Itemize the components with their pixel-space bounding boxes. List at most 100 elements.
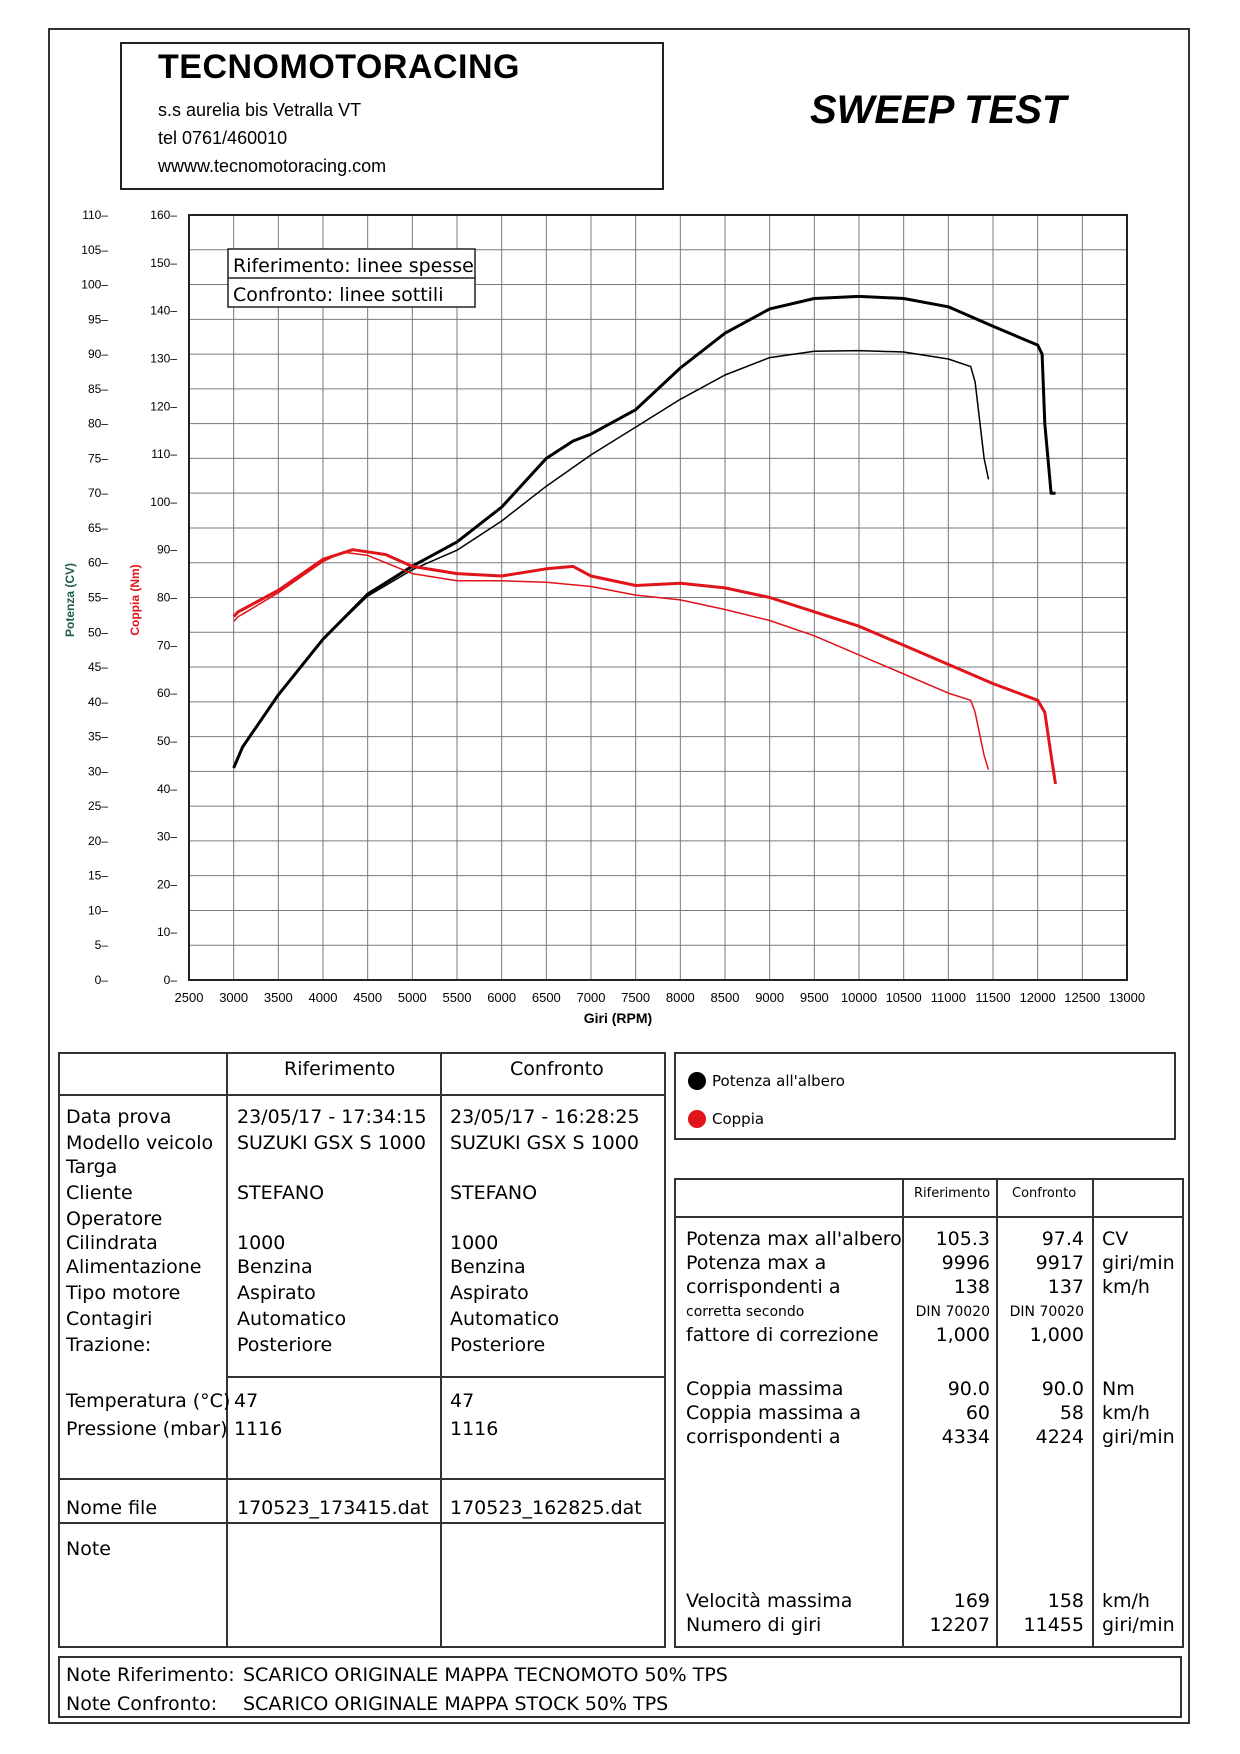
- power-tick-label: 40–: [88, 695, 108, 709]
- result-cmp: 9917: [1035, 1252, 1084, 1274]
- info-row-label: Cilindrata: [66, 1232, 158, 1254]
- info-col-cmp: Confronto: [510, 1058, 604, 1080]
- info-table: [58, 1052, 666, 1648]
- x-tick-label: 9500: [800, 990, 829, 1005]
- power-tick-label: 55–: [88, 591, 108, 605]
- correction-cmp: DIN 70020: [1009, 1304, 1084, 1320]
- info-row-cmp: 23/05/17 - 16:28:25: [450, 1106, 640, 1128]
- chart-ticks: 2500 3000 3500 4000 4500 5000 5500 6000 6500 7000…: [81, 208, 1145, 1005]
- result-label: Potenza max all'albero: [686, 1228, 902, 1250]
- x-tick-label: 3500: [264, 990, 293, 1005]
- result-label: Potenza max a: [686, 1252, 827, 1274]
- torque-axis-label: Coppia (Nm): [128, 564, 142, 635]
- result-unit: km/h: [1102, 1276, 1150, 1298]
- torque-legend-label: Coppia: [712, 1110, 765, 1128]
- x-tick-label: 4500: [353, 990, 382, 1005]
- info-row-label: Data prova: [66, 1106, 172, 1128]
- info-row-ref: 23/05/17 - 17:34:15: [237, 1106, 427, 1128]
- result-unit: CV: [1102, 1228, 1129, 1250]
- results-table: [674, 1178, 1184, 1648]
- power-tick-label: 50–: [88, 625, 108, 639]
- factor-cmp: 1,000: [1029, 1324, 1084, 1346]
- power-axis-label: Potenza (CV): [63, 563, 77, 637]
- torque-legend-marker: [688, 1110, 706, 1128]
- x-tick-label: 10500: [886, 990, 922, 1005]
- x-tick-label: 11500: [975, 990, 1010, 1005]
- torque-line-ref: [232, 548, 1057, 785]
- torque-tick-label: 20–: [157, 877, 177, 891]
- info-row-ref: STEFANO: [237, 1182, 325, 1204]
- result-ref: 9996: [941, 1252, 990, 1274]
- torque-tick-label: 60–: [157, 686, 177, 700]
- env-row-cmp: 1116: [450, 1418, 499, 1440]
- info-row-label: Alimentazione: [66, 1256, 202, 1278]
- torque-tick-label: 160–: [150, 208, 177, 222]
- x-tick-label: 8000: [666, 990, 695, 1005]
- company-website: wwww.tecnomotoracing.com: [158, 156, 387, 176]
- correction-ref: DIN 70020: [915, 1304, 990, 1320]
- info-row-cmp: Posteriore: [450, 1334, 546, 1356]
- power-tick-label: 75–: [88, 451, 108, 465]
- test-title: SWEEP TEST: [810, 88, 1067, 132]
- chart-series: [232, 294, 1057, 785]
- factor-ref: 1,000: [935, 1324, 990, 1346]
- env-row-label: Temperatura (°C): [66, 1390, 231, 1412]
- info-row-ref: Benzina: [237, 1256, 313, 1278]
- result-ref: 90.0: [947, 1378, 990, 1400]
- x-tick-label: 10000: [841, 990, 877, 1005]
- result-label: Coppia massima: [686, 1378, 844, 1400]
- power-tick-label: 15–: [88, 869, 108, 883]
- company-name: TECNOMOTORACING: [158, 48, 520, 86]
- result-ref: 138: [953, 1276, 990, 1298]
- info-row-ref: Automatico: [237, 1308, 347, 1330]
- legend-box-cmp: Confronto: linee sottili: [233, 284, 443, 306]
- result-ref: 169: [953, 1590, 990, 1612]
- notes-box: [58, 1656, 1182, 1718]
- x-tick-label: 7000: [577, 990, 606, 1005]
- note-cmp-label: Note Confronto:: [66, 1693, 218, 1715]
- torque-tick-label: 110–: [151, 447, 177, 461]
- page-frame: [48, 28, 1190, 1724]
- torque-tick-label: 120–: [150, 399, 177, 413]
- x-tick-label: 13000: [1109, 990, 1145, 1005]
- torque-tick-label: 80–: [157, 591, 177, 605]
- power-tick-label: 45–: [88, 660, 108, 674]
- info-row-label: Modello veicolo: [66, 1132, 214, 1154]
- info-row-cmp: SUZUKI GSX S 1000: [450, 1132, 639, 1154]
- results-col-ref: Riferimento: [914, 1186, 991, 1201]
- company-phone: tel 0761/460010: [158, 128, 288, 148]
- result-ref: 12207: [929, 1614, 990, 1636]
- info-row-cmp: 1000: [450, 1232, 499, 1254]
- torque-tick-label: 150–: [150, 256, 177, 270]
- power-tick-label: 80–: [88, 417, 108, 431]
- x-tick-label: 12000: [1020, 990, 1056, 1005]
- result-ref: 60: [965, 1402, 990, 1424]
- info-row-label: Trazione:: [66, 1334, 152, 1356]
- x-tick-label: 3000: [219, 990, 248, 1005]
- result-cmp: 137: [1047, 1276, 1084, 1298]
- power-tick-label: 60–: [88, 556, 108, 570]
- info-row-label: Targa: [66, 1156, 118, 1178]
- result-cmp: 97.4: [1041, 1228, 1084, 1250]
- result-ref: 105.3: [935, 1228, 990, 1250]
- result-cmp: 11455: [1023, 1614, 1084, 1636]
- company-address: s.s aurelia bis Vetralla VT: [158, 100, 362, 120]
- result-unit: giri/min: [1102, 1614, 1175, 1636]
- power-legend-label: Potenza all'albero: [712, 1072, 845, 1090]
- torque-tick-label: 50–: [157, 734, 177, 748]
- result-label: corrispondenti a: [686, 1276, 841, 1298]
- torque-tick-label: 30–: [157, 830, 177, 844]
- env-row-label: Pressione (mbar): [66, 1418, 228, 1440]
- x-tick-label: 6500: [532, 990, 561, 1005]
- info-row-ref: SUZUKI GSX S 1000: [237, 1132, 426, 1154]
- result-label: corrispondenti a: [686, 1426, 841, 1448]
- torque-tick-label: 100–: [150, 495, 177, 509]
- torque-tick-label: 140–: [150, 304, 177, 318]
- info-row-cmp: Automatico: [450, 1308, 560, 1330]
- note-ref-text: SCARICO ORIGINALE MAPPA TECNOMOTO 50% TP…: [243, 1664, 728, 1686]
- result-unit: giri/min: [1102, 1252, 1175, 1274]
- env-row-ref: 1116: [234, 1418, 283, 1440]
- result-label: Velocità massima: [686, 1590, 853, 1612]
- torque-tick-label: 0–: [164, 973, 178, 987]
- power-tick-label: 85–: [88, 382, 108, 396]
